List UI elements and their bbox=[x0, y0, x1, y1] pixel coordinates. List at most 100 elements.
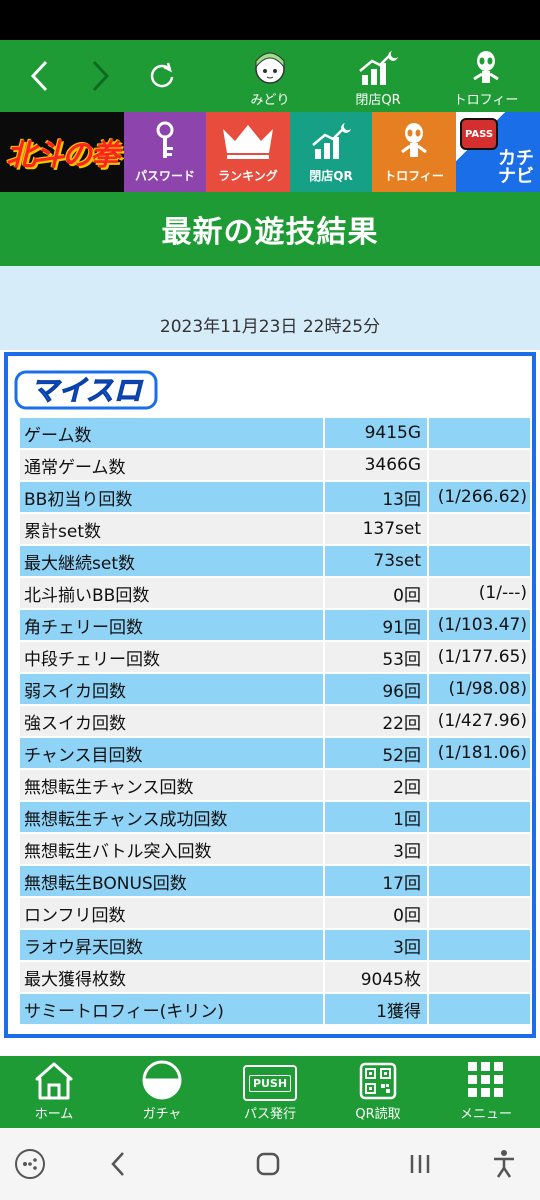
recent-apps-button[interactable] bbox=[398, 1142, 442, 1186]
pass-kachinavi-banner[interactable]: PASS カチナビ bbox=[456, 112, 540, 192]
accessibility-button[interactable] bbox=[482, 1142, 526, 1186]
kachinavi-logo: カチナビ bbox=[498, 148, 534, 187]
stat-value: 13回 bbox=[325, 482, 427, 512]
stat-value: 2回 bbox=[325, 770, 427, 800]
back-chevron-icon bbox=[111, 1152, 124, 1176]
stat-label: 無想転生バトル突入回数 bbox=[20, 834, 323, 864]
table-row: 通常ゲーム数 3466G bbox=[20, 450, 532, 480]
reload-button[interactable] bbox=[132, 40, 192, 112]
stat-value: 9415G bbox=[325, 418, 427, 448]
stat-label: 強スイカ回数 bbox=[20, 706, 323, 736]
table-row: BB初当り回数 13回 (1/266.62) bbox=[20, 482, 532, 512]
game-logo-banner[interactable]: 北斗の拳 bbox=[0, 112, 124, 192]
stat-label: 無想転生チャンス回数 bbox=[20, 770, 323, 800]
trophy-label: トロフィー bbox=[453, 93, 519, 108]
qr-scan-button[interactable]: QR読取 bbox=[324, 1056, 432, 1128]
stat-ratio: (1/---) bbox=[429, 578, 530, 608]
banner-row: 北斗の拳 パスワード ランキング 閉店QR bbox=[0, 112, 540, 192]
key-icon bbox=[156, 121, 174, 158]
home-button[interactable]: ホーム bbox=[0, 1056, 108, 1128]
table-row: 最大獲得枚数 9045枚 bbox=[20, 962, 532, 992]
closed-qr-label: 閉店QR bbox=[355, 93, 401, 108]
stat-label: 弱スイカ回数 bbox=[20, 674, 323, 704]
stat-label: 累計set数 bbox=[20, 514, 323, 544]
table-row: ラオウ昇天回数 3回 bbox=[20, 930, 532, 960]
stat-ratio bbox=[429, 418, 530, 448]
password-label: パスワード bbox=[134, 169, 195, 183]
crown-icon bbox=[223, 125, 273, 159]
stat-label: 北斗揃いBB回数 bbox=[20, 578, 323, 608]
info-area: 2023年11月23日 22時25分 bbox=[0, 266, 540, 350]
stat-value: 1回 bbox=[325, 802, 427, 832]
bottom-nav: ホーム ガチャ PUSH パス発行 QR読取 bbox=[0, 1056, 540, 1128]
stat-value: 96回 bbox=[325, 674, 427, 704]
qr-code-icon bbox=[359, 1062, 397, 1100]
gacha-label: ガチャ bbox=[142, 1107, 182, 1122]
accessibility-icon bbox=[494, 1150, 514, 1178]
table-row: 無想転生チャンス回数 2回 bbox=[20, 770, 532, 800]
table-row: 無想転生バトル突入回数 3回 bbox=[20, 834, 532, 864]
forward-button[interactable] bbox=[70, 40, 130, 112]
stat-value: 73set bbox=[325, 546, 427, 576]
top-nav: みどり 閉店QR トロフィー bbox=[0, 40, 540, 112]
ranking-button[interactable]: ランキング bbox=[206, 112, 290, 192]
game-launcher-button[interactable] bbox=[8, 1142, 52, 1186]
table-row: 累計set数 137set bbox=[20, 514, 532, 544]
status-bar bbox=[0, 0, 540, 40]
table-row: チャンス目回数 52回 (1/181.06) bbox=[20, 738, 532, 768]
home-rounded-square-icon bbox=[256, 1152, 280, 1176]
back-button[interactable] bbox=[10, 40, 70, 112]
closed-qr-icon bbox=[312, 123, 351, 159]
trophy-figure-icon bbox=[401, 123, 427, 157]
table-row: 北斗揃いBB回数 0回 (1/---) bbox=[20, 578, 532, 608]
stat-label: 無想転生チャンス成功回数 bbox=[20, 802, 323, 832]
trophy-button[interactable]: トロフィー bbox=[436, 46, 536, 108]
stat-ratio bbox=[429, 546, 530, 576]
system-back-button[interactable] bbox=[96, 1142, 140, 1186]
stat-label: 無想転生BONUS回数 bbox=[20, 866, 323, 896]
stat-ratio bbox=[429, 994, 530, 1024]
pass-issue-button[interactable]: PUSH パス発行 bbox=[216, 1056, 324, 1128]
grid-menu-icon bbox=[468, 1062, 503, 1097]
gacha-capsule-icon bbox=[142, 1060, 182, 1100]
game-logo-text: 北斗の拳 bbox=[6, 138, 120, 173]
table-row: 無想転生BONUS回数 17回 bbox=[20, 866, 532, 896]
system-home-button[interactable] bbox=[246, 1142, 290, 1186]
stat-label: 通常ゲーム数 bbox=[20, 450, 323, 480]
closed-qr-banner-label: 閉店QR bbox=[309, 169, 353, 183]
closed-qr-icon bbox=[359, 51, 398, 85]
stat-label: 中段チェリー回数 bbox=[20, 642, 323, 672]
ranking-label: ランキング bbox=[218, 169, 278, 183]
result-date: 2023年11月23日 22時25分 bbox=[159, 317, 381, 337]
stat-ratio bbox=[429, 866, 530, 896]
stat-label: サミートロフィー(キリン) bbox=[20, 994, 323, 1024]
gacha-button[interactable]: ガチャ bbox=[108, 1056, 216, 1128]
stat-value: 0回 bbox=[325, 898, 427, 928]
midori-button[interactable]: みどり bbox=[220, 46, 320, 108]
table-row: 無想転生チャンス成功回数 1回 bbox=[20, 802, 532, 832]
table-row: 角チェリー回数 91回 (1/103.47) bbox=[20, 610, 532, 640]
stat-value: 9045枚 bbox=[325, 962, 427, 992]
menu-label: メニュー bbox=[459, 1107, 512, 1122]
stat-label: ロンフリ回数 bbox=[20, 898, 323, 928]
stat-ratio bbox=[429, 898, 530, 928]
trophy-banner-button[interactable]: トロフィー bbox=[372, 112, 456, 192]
home-label: ホーム bbox=[34, 1107, 74, 1122]
table-row: ゲーム数 9415G bbox=[20, 418, 532, 448]
stat-value: 137set bbox=[325, 514, 427, 544]
closed-qr-button[interactable]: 閉店QR bbox=[328, 46, 428, 108]
trophy-figure-icon bbox=[473, 51, 499, 83]
table-row: ロンフリ回数 0回 bbox=[20, 898, 532, 928]
table-row: 中段チェリー回数 53回 (1/177.65) bbox=[20, 642, 532, 672]
stat-value: 17回 bbox=[325, 866, 427, 896]
menu-button[interactable]: メニュー bbox=[432, 1056, 540, 1128]
midori-label: みどり bbox=[250, 93, 290, 108]
stat-value: 91回 bbox=[325, 610, 427, 640]
qr-scan-label: QR読取 bbox=[355, 1107, 401, 1122]
trophy-banner-label: トロフィー bbox=[384, 169, 444, 183]
stat-ratio bbox=[429, 514, 530, 544]
password-button[interactable]: パスワード bbox=[124, 112, 206, 192]
stat-value: 52回 bbox=[325, 738, 427, 768]
closed-qr-banner-button[interactable]: 閉店QR bbox=[290, 112, 372, 192]
data-table: ゲーム数 9415G 通常ゲーム数 3466G BB初当り回数 13回 (1/266.62)… bbox=[20, 418, 532, 1026]
